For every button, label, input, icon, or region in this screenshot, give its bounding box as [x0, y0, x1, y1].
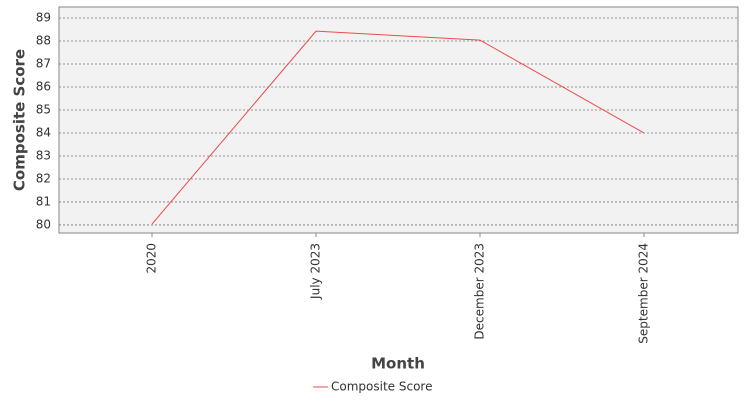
y-tick-label: 89 [36, 11, 51, 25]
line [151, 30, 645, 225]
y-tick-label: 82 [36, 171, 51, 185]
y-tick-label: 80 [36, 217, 51, 231]
x-axis-title: Month [371, 355, 425, 373]
y-tick-label: 83 [36, 148, 51, 162]
plot-area [58, 6, 739, 234]
y-tick-label: 85 [36, 102, 51, 116]
y-tick-label: 81 [36, 194, 51, 208]
x-tick-label: 2020 [145, 243, 159, 274]
x-tick-label: September 2024 [637, 243, 651, 344]
y-tick-label: 87 [36, 57, 51, 71]
y-tick-label: 88 [36, 34, 51, 48]
y-tick-label: 84 [36, 125, 51, 139]
y-tick-label: 86 [36, 80, 51, 94]
x-tick-label: December 2023 [473, 243, 487, 340]
legend-label: Composite Score [331, 380, 432, 394]
x-tick-label: July 2023 [309, 243, 323, 300]
y-axis-title: Composite Score [11, 49, 29, 191]
